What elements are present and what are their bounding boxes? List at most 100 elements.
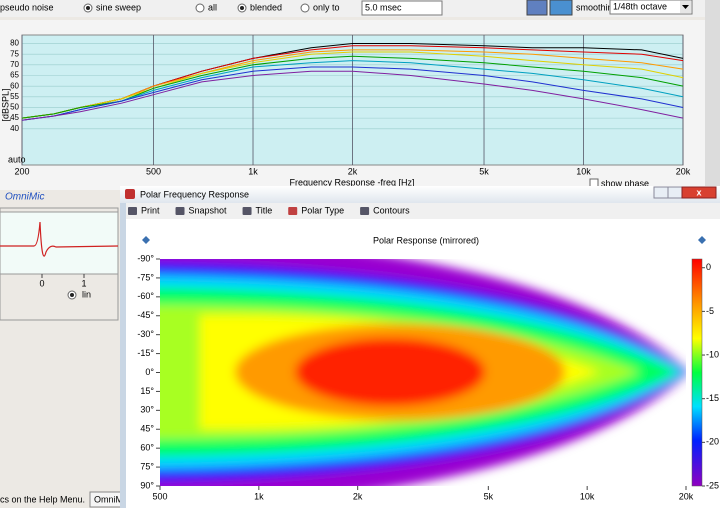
y-tick-label: -30° <box>137 329 154 339</box>
close[interactable] <box>681 186 717 199</box>
menu-icon <box>242 207 252 215</box>
colorbar-label: -20 <box>706 437 719 447</box>
app-icon <box>125 189 135 199</box>
y-tick-label: 80 <box>10 39 19 48</box>
y-tick-label: 55 <box>10 92 19 101</box>
icon[interactable] <box>526 0 548 16</box>
option[interactable]: pseudo noise <box>0 2 54 12</box>
show-phase-label: show phase <box>601 178 649 188</box>
x-tick-label: 1k <box>248 166 258 176</box>
heatmap <box>160 259 686 486</box>
tick-label: 1 <box>81 278 86 288</box>
tick-label: 0 <box>39 278 44 288</box>
y-tick-label: 0° <box>145 367 154 377</box>
radio-dot <box>86 6 90 10</box>
response-line <box>21 55 684 119</box>
menu-item[interactable]: Title <box>256 205 273 215</box>
y-tick-label: 40 <box>10 124 19 133</box>
close-glyph: x <box>696 187 701 197</box>
y-tick-label: 45° <box>140 424 154 434</box>
smoothing-value: 1/48th octave <box>613 1 667 11</box>
title-bar <box>120 186 720 203</box>
menu: Print Snapshot Title Polar Type Contours <box>128 205 410 215</box>
polar-axes: -90° -75° -60° -45° -30° -15° 0° 15° 30° 45° 60° 75… <box>137 253 719 501</box>
y-tick-label: -75° <box>137 272 154 282</box>
auto-label: auto <box>8 154 26 164</box>
band <box>295 338 485 406</box>
y-tick-label: 65 <box>10 71 19 80</box>
menu-item[interactable]: Print <box>141 205 160 215</box>
omnimic-label: OmniMic <box>5 192 44 203</box>
y-tick-label: 60 <box>10 81 19 90</box>
x-tick-label: 10k <box>576 166 591 176</box>
gate-input[interactable] <box>361 0 443 16</box>
menu-icon <box>288 207 298 215</box>
polar-title: Polar Response (mirrored) <box>373 235 479 245</box>
checkbox[interactable] <box>589 178 599 188</box>
y-tick-label: 70 <box>10 60 19 69</box>
radio-dot <box>70 293 74 297</box>
menu-item[interactable]: Contours <box>373 205 410 215</box>
x-tick-label: 20k <box>676 166 691 176</box>
y-tick-label: 30° <box>140 405 154 415</box>
x-axis-label: Frequency Response -freq [Hz] <box>289 177 414 187</box>
x-tick-label: 5k <box>484 491 494 501</box>
smoothing-label: smoothing <box>576 2 618 12</box>
x-tick-label: 10k <box>580 491 595 501</box>
window-title: Polar Frequency Response <box>140 189 249 199</box>
menu-item[interactable]: Polar Type <box>301 205 344 215</box>
y-tick-label: -90° <box>137 253 154 263</box>
y-tick-label: 75 <box>10 49 19 58</box>
option[interactable]: sine sweep <box>96 2 141 12</box>
response-line <box>21 51 684 119</box>
y-tick-label: 60° <box>140 443 154 453</box>
colorbar-label: 0 <box>706 262 711 272</box>
option[interactable]: all <box>208 2 217 12</box>
menu-item[interactable]: Snapshot <box>189 205 228 215</box>
y-tick-label: 75° <box>140 461 154 471</box>
x-tick-label: 2k <box>353 491 363 501</box>
colorbar-label: -5 <box>706 306 714 316</box>
icon[interactable] <box>549 0 573 16</box>
impulse-trace <box>0 221 119 257</box>
menu-icon <box>128 207 137 215</box>
x-tick-label: 1k <box>254 491 264 501</box>
radio[interactable] <box>195 3 205 13</box>
taskbar-text: OmniMic <box>94 494 130 504</box>
scrollbar <box>705 0 720 190</box>
y-tick-label: 50 <box>10 103 19 112</box>
y-tick-label: 45 <box>10 113 19 122</box>
response-line <box>21 70 684 121</box>
menu-icon <box>175 207 185 215</box>
x-tick-label: 2k <box>348 166 358 176</box>
menu-icon <box>360 207 370 215</box>
option[interactable]: only to <box>313 2 340 12</box>
colorbar-label: -10 <box>706 349 719 359</box>
x-tick-label: 200 <box>14 166 29 176</box>
x-tick-label: 20k <box>679 491 694 501</box>
gate-value: 5.0 msec <box>365 2 402 12</box>
menu-bar <box>126 203 720 219</box>
impulse-mode: lin <box>82 289 91 299</box>
y-tick-label: -60° <box>137 291 154 301</box>
colorbar <box>691 258 703 487</box>
status-text: cs on the Help Menu. <box>0 494 85 504</box>
arrow-glyph <box>682 5 689 9</box>
y-tick-label: -45° <box>137 310 154 320</box>
response-line <box>21 66 684 121</box>
impulse-plot <box>0 211 119 275</box>
y-axis-label: [dBSPL] <box>0 88 10 121</box>
maximize[interactable] <box>667 186 683 199</box>
radio-dot <box>240 6 244 10</box>
x-tick-label: 5k <box>479 166 489 176</box>
option[interactable]: blended <box>250 2 282 12</box>
radio[interactable] <box>300 3 310 13</box>
y-tick-label: 90° <box>140 480 154 490</box>
smoothing-select[interactable] <box>609 0 693 15</box>
y-tick-label: 15° <box>140 386 154 396</box>
minimize[interactable] <box>653 186 669 199</box>
x-tick-label: 500 <box>146 166 161 176</box>
